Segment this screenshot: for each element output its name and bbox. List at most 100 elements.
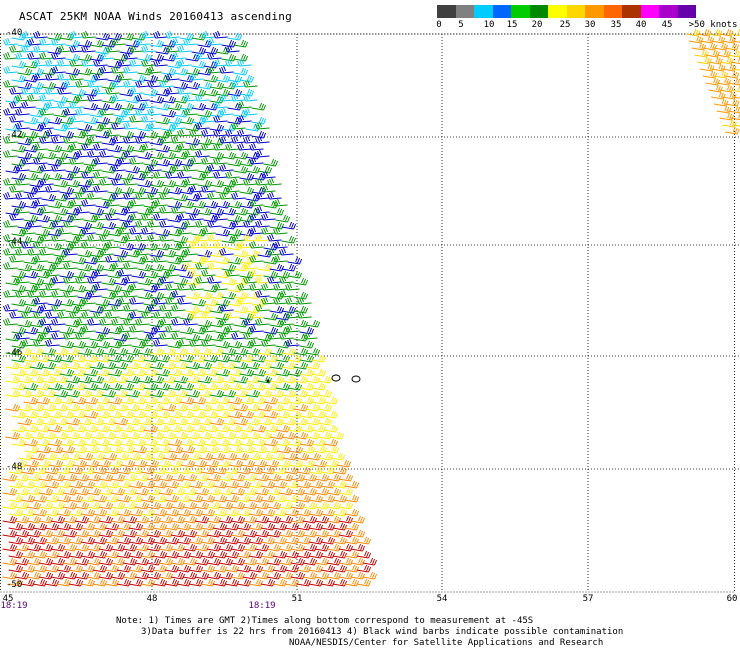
wind-barb <box>51 65 66 74</box>
wind-barb <box>26 501 42 510</box>
wind-barb <box>23 410 39 419</box>
wind-barb <box>185 291 201 300</box>
wind-barb <box>132 445 148 454</box>
wind-barb <box>260 578 276 587</box>
wind-barb <box>320 480 336 489</box>
wind-barb <box>350 515 366 524</box>
wind-barb <box>56 480 72 489</box>
wind-barb <box>189 338 204 347</box>
wind-barb <box>143 88 159 97</box>
wind-barb <box>311 368 327 377</box>
wind-barb <box>165 86 180 95</box>
wind-barb <box>125 347 141 356</box>
wind-barb <box>41 151 57 160</box>
wind-barb <box>99 317 114 326</box>
wind-barb <box>105 310 120 319</box>
wind-barb <box>143 410 159 419</box>
wind-barb <box>137 375 153 384</box>
wind-barb <box>209 123 225 132</box>
wind-barb <box>221 277 237 286</box>
wind-barb <box>150 452 166 461</box>
wind-barb <box>69 142 84 151</box>
wind-barb-swath-east <box>685 28 740 135</box>
wind-barb <box>59 354 75 363</box>
wind-barb <box>356 550 372 559</box>
wind-barb <box>249 156 264 165</box>
wind-barb <box>350 543 366 552</box>
wind-barb <box>203 298 219 307</box>
wind-barb <box>260 550 276 559</box>
wind-barb <box>278 487 294 496</box>
wind-barb <box>312 445 328 454</box>
wind-barb <box>179 410 195 419</box>
wind-barb <box>254 529 270 538</box>
wind-barb <box>233 67 249 76</box>
wind-barb <box>189 156 204 165</box>
wind-barb <box>180 459 196 468</box>
wind-barb <box>293 347 309 356</box>
wind-barb <box>32 466 48 475</box>
wind-barb <box>227 228 243 237</box>
wind-barb <box>266 529 282 538</box>
legend-swatch <box>585 5 604 18</box>
wind-barb <box>122 515 138 524</box>
wind-barb <box>87 177 102 186</box>
wind-barb <box>240 459 256 468</box>
wind-barb <box>158 515 174 524</box>
wind-barb <box>255 177 270 186</box>
wind-barb <box>146 529 162 538</box>
wind-barb <box>158 487 174 496</box>
wind-barb <box>206 571 222 580</box>
wind-barb <box>69 156 84 165</box>
wind-barb <box>290 529 306 538</box>
wind-barb <box>119 368 135 377</box>
wind-barb <box>272 578 288 587</box>
wind-barb <box>227 88 243 97</box>
wind-barb <box>47 144 63 153</box>
wind-barb <box>137 53 153 62</box>
wind-barb <box>147 121 162 130</box>
wind-barb <box>93 170 108 179</box>
wind-barb <box>251 116 267 125</box>
wind-barb <box>155 186 171 195</box>
wind-barb <box>338 501 354 510</box>
wind-barb <box>732 40 740 43</box>
wind-barb <box>185 403 201 412</box>
wind-barb <box>84 445 100 454</box>
wind-barb <box>186 452 202 461</box>
wind-barb <box>167 382 183 391</box>
wind-barb <box>329 431 345 440</box>
wind-barb <box>324 445 340 454</box>
wind-barb <box>59 410 75 419</box>
wind-barb <box>89 375 105 384</box>
wind-speed-legend <box>437 5 696 18</box>
wind-barb <box>243 233 258 242</box>
wind-barb <box>129 156 144 165</box>
wind-barb <box>338 487 354 496</box>
wind-barb <box>111 121 126 130</box>
wind-barb <box>141 44 156 53</box>
wind-barb <box>299 424 315 433</box>
wind-barb <box>27 93 42 102</box>
wind-barb <box>171 205 186 214</box>
wind-barb <box>165 282 180 291</box>
wind-barb <box>243 177 258 186</box>
wind-barb <box>33 30 48 39</box>
wind-barb <box>71 368 87 377</box>
lat-label-40: -40 <box>6 28 23 38</box>
wind-barb <box>201 310 216 319</box>
wind-barb <box>272 494 288 503</box>
wind-barb <box>255 317 270 326</box>
wind-barb <box>143 270 159 279</box>
wind-barb <box>81 184 96 193</box>
wind-barb <box>144 459 160 468</box>
map-title: ASCAT 25KM NOAA Winds 20160413 ascending <box>19 10 292 23</box>
wind-barb <box>233 403 249 412</box>
wind-barb <box>11 438 27 447</box>
wind-barb <box>248 480 264 489</box>
wind-barb <box>71 410 87 419</box>
wind-barb <box>32 536 48 545</box>
wind-barb <box>77 375 93 384</box>
wind-barb <box>297 296 312 305</box>
wind-barb <box>155 242 171 251</box>
